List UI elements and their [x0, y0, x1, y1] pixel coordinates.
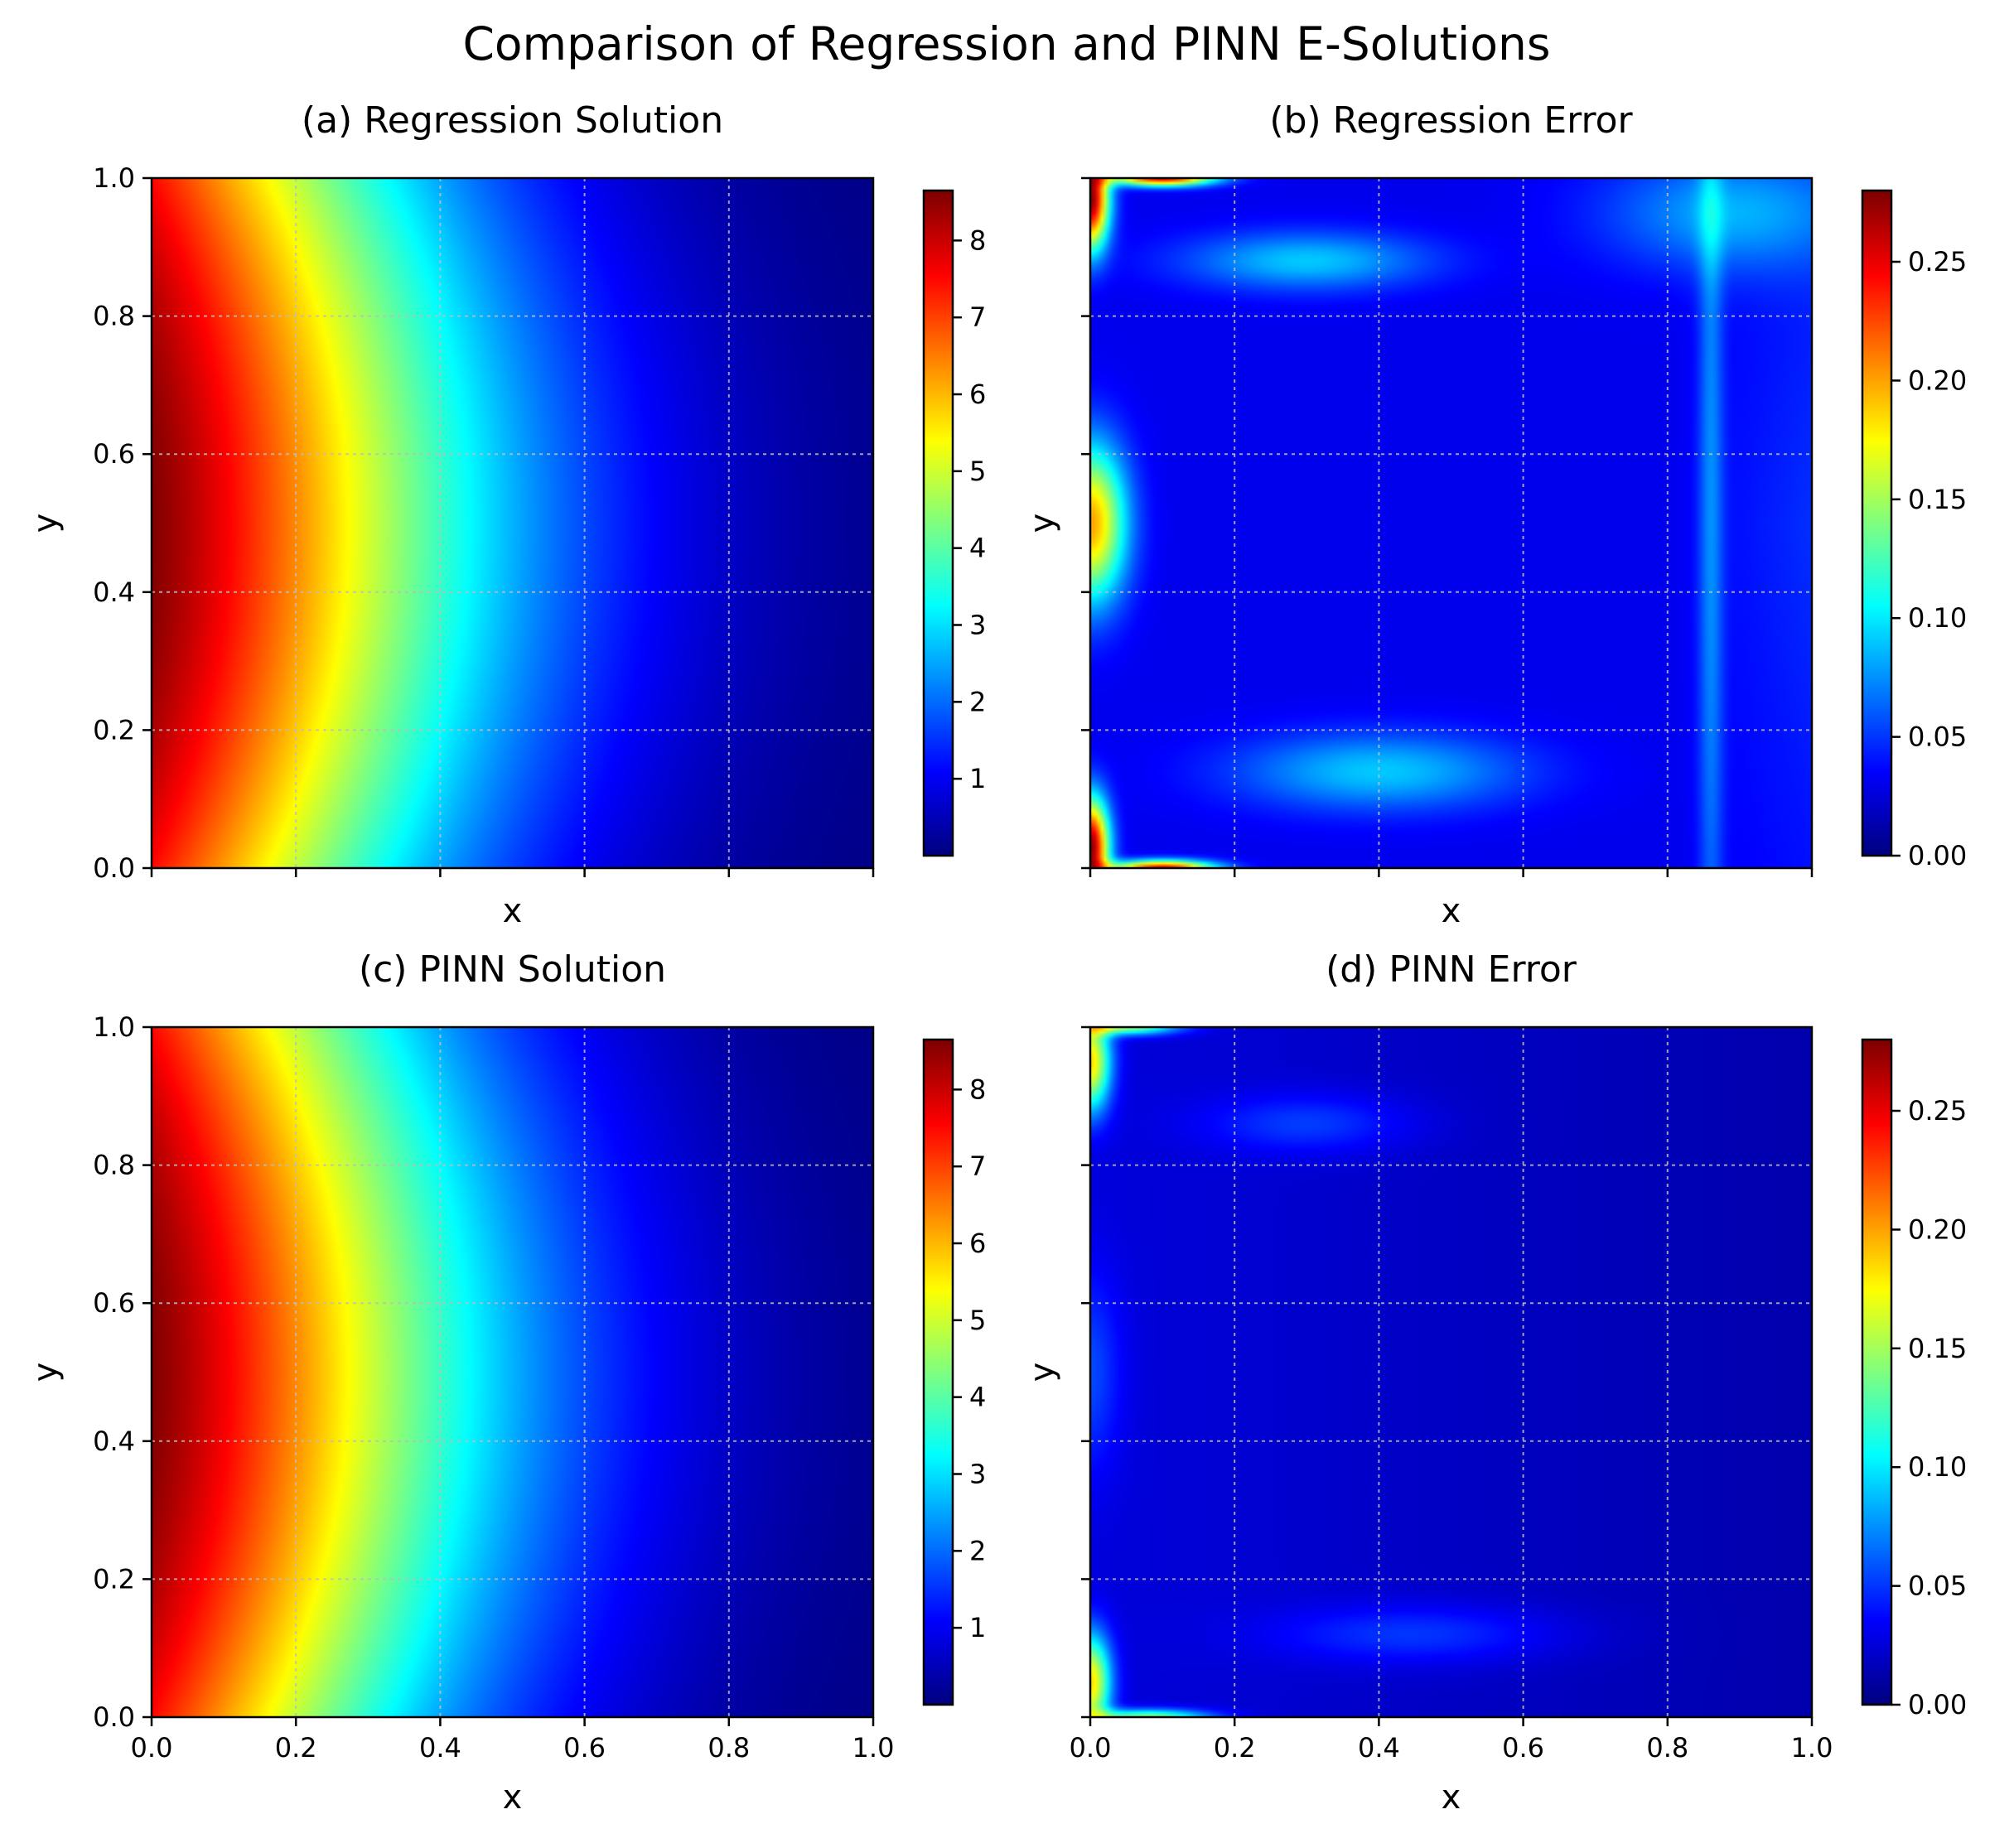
colorbar-tick-label: 5	[969, 456, 986, 487]
y-tick-label: 1.0	[93, 1011, 135, 1043]
colorbar-tick-label: 1	[969, 763, 986, 794]
colorbar-tick-label: 0.25	[1908, 1095, 1967, 1127]
y-tick-label: 0.2	[93, 714, 135, 745]
colorbar-tick-label: 0.10	[1908, 1451, 1967, 1483]
heatmap-image	[1090, 178, 1812, 868]
y-tick-label: 0.0	[93, 852, 135, 884]
x-axis-label: x	[1442, 892, 1461, 930]
panel-c: (c) PINN Solution 0.0 0.2 0.4 0.6 0.8 1.0 0.0 0.…	[27, 948, 986, 1817]
colorbar-gradient	[924, 1040, 953, 1705]
colorbar-frame	[922, 1038, 954, 1706]
y-tick-label: 0.6	[93, 438, 135, 470]
colorbar-gradient	[1862, 1040, 1891, 1705]
y-tick-label: 0.0	[93, 1701, 135, 1733]
colorbar-tick-label: 0.10	[1908, 602, 1967, 634]
y-tick-label: 1.0	[93, 162, 135, 194]
colorbar: 1 2 3 4 5 6 7 8	[922, 189, 986, 857]
colorbar-frame	[1861, 189, 1893, 857]
x-tick-label: 0.0	[1070, 1732, 1112, 1764]
colorbar: 0.00 0.05 0.10 0.15 0.20 0.25	[1861, 1038, 1967, 1720]
panel-b: (b) Regression Errorxy0.000.050.100.150.…	[1023, 99, 1967, 930]
colorbar-tick-label: 8	[969, 1074, 986, 1105]
colorbar-tick-label: 1	[969, 1612, 986, 1643]
figure-title: Comparison of Regression and PINN E-Solu…	[462, 17, 1550, 70]
colorbar-tick-label: 3	[969, 610, 986, 641]
x-tick-label: 0.8	[708, 1732, 750, 1764]
colorbar-frame	[1861, 1038, 1893, 1706]
colorbar-tick-label: 0.05	[1908, 721, 1967, 753]
x-tick-label: 0.4	[1358, 1732, 1400, 1764]
x-tick-label: 0.6	[563, 1732, 606, 1764]
colorbar: 1 2 3 4 5 6 7 8	[922, 1038, 986, 1706]
colorbar-tick-label: 0.20	[1908, 1214, 1967, 1245]
panel-title: (c) PINN Solution	[359, 948, 666, 991]
colorbar-tick-label: 8	[969, 224, 986, 256]
y-tick-label: 0.2	[93, 1563, 135, 1595]
colorbar-tick-label: 0.25	[1908, 246, 1967, 277]
colorbar-tick-label: 2	[969, 686, 986, 717]
colorbar-tick-label: 3	[969, 1459, 986, 1490]
panel-a: (a) Regression Solution 0.0 0.2 0.4 0.6 0.8 1.…	[27, 99, 986, 930]
axes-frame	[150, 176, 875, 870]
colorbar-gradient	[1862, 191, 1891, 856]
x-tick-label: 0.4	[419, 1732, 461, 1764]
x-tick-label: 0.0	[131, 1732, 173, 1764]
y-axis-label: y	[27, 1363, 65, 1382]
x-tick-label: 0.2	[275, 1732, 317, 1764]
x-tick-label: 1.0	[852, 1732, 895, 1764]
colorbar-tick-label: 4	[969, 533, 986, 564]
heatmap-image	[152, 1027, 873, 1717]
colorbar-tick-label: 4	[969, 1382, 986, 1413]
y-tick-label: 0.6	[93, 1287, 135, 1319]
x-tick-label: 0.8	[1646, 1732, 1688, 1764]
y-axis-label: y	[1023, 1363, 1061, 1382]
colorbar-tick-label: 2	[969, 1535, 986, 1566]
y-axis-label: y	[27, 514, 65, 533]
axes-frame	[1089, 176, 1814, 870]
heatmap-image	[1090, 1027, 1812, 1717]
colorbar-tick-label: 6	[969, 379, 986, 410]
y-tick-label: 0.8	[93, 1150, 135, 1181]
y-axis-label: y	[1023, 514, 1061, 533]
panel-title: (d) PINN Error	[1326, 948, 1577, 991]
colorbar-tick-label: 7	[969, 1151, 986, 1182]
x-axis-label: x	[1442, 1778, 1461, 1817]
x-tick-label: 0.2	[1214, 1732, 1256, 1764]
colorbar-tick-label: 7	[969, 302, 986, 333]
panel-title: (b) Regression Error	[1269, 99, 1633, 142]
colorbar-tick-label: 0.20	[1908, 364, 1967, 396]
axes-frame	[1089, 1025, 1814, 1719]
colorbar-tick-label: 0.15	[1908, 484, 1967, 515]
heatmap-image	[152, 178, 873, 868]
colorbar-tick-label: 0.00	[1908, 1689, 1967, 1720]
colorbar: 0.00 0.05 0.10 0.15 0.20 0.25	[1861, 189, 1967, 871]
y-tick-label: 0.8	[93, 301, 135, 332]
colorbar-tick-label: 5	[969, 1305, 986, 1336]
colorbar-gradient	[924, 191, 953, 856]
y-tick-label: 0.4	[93, 577, 135, 608]
panel-title: (a) Regression Solution	[302, 99, 723, 142]
colorbar-tick-label: 6	[969, 1228, 986, 1259]
x-axis-label: x	[503, 1778, 523, 1817]
axes-frame	[150, 1025, 875, 1719]
colorbar-frame	[922, 189, 954, 857]
y-tick-label: 0.4	[93, 1426, 135, 1457]
colorbar-tick-label: 0.15	[1908, 1333, 1967, 1364]
x-tick-label: 0.6	[1502, 1732, 1544, 1764]
colorbar-tick-label: 0.05	[1908, 1571, 1967, 1602]
x-tick-label: 1.0	[1791, 1732, 1833, 1764]
colorbar-tick-label: 0.00	[1908, 840, 1967, 871]
x-axis-label: x	[503, 892, 523, 930]
